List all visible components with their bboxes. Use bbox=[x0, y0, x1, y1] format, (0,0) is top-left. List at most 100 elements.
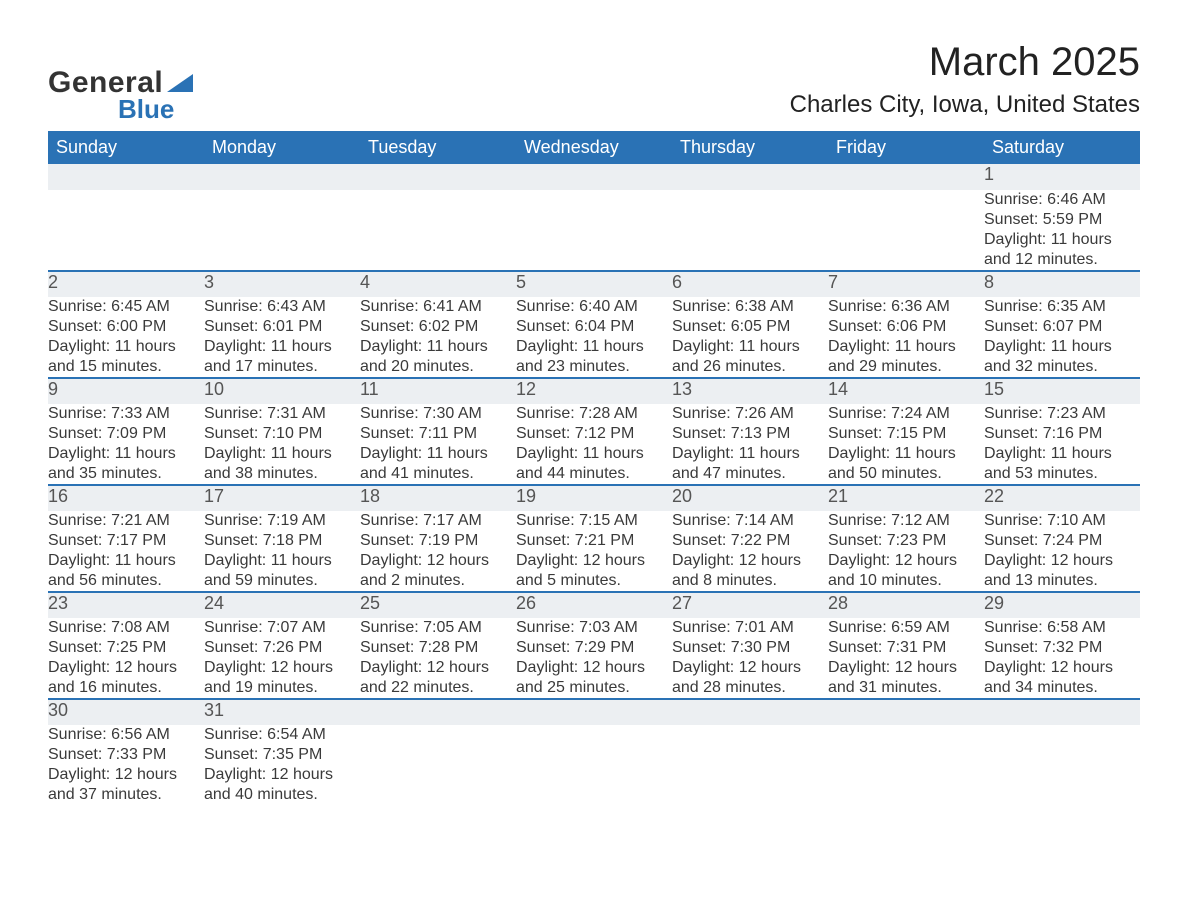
day-number: 22 bbox=[984, 485, 1140, 511]
day-info: Sunrise: 6:41 AMSunset: 6:02 PMDaylight:… bbox=[360, 297, 516, 378]
empty-day-number bbox=[672, 699, 828, 725]
day-number: 30 bbox=[48, 699, 204, 725]
sunset-line: Sunset: 6:05 PM bbox=[672, 318, 790, 335]
day-info: Sunrise: 6:43 AMSunset: 6:01 PMDaylight:… bbox=[204, 297, 360, 378]
empty-day-number bbox=[516, 699, 672, 725]
day-number: 2 bbox=[48, 271, 204, 297]
sunset-line: Sunset: 5:59 PM bbox=[984, 211, 1102, 228]
empty-day-info bbox=[204, 190, 360, 271]
day-info: Sunrise: 6:45 AM Sunset: 6:00 PM Daylight:… bbox=[48, 297, 204, 378]
empty-day-number bbox=[360, 699, 516, 725]
empty-day-number bbox=[672, 164, 828, 190]
day-number: 26 bbox=[516, 592, 672, 618]
sunset-line: Sunset: 6:04 PM bbox=[516, 318, 634, 335]
daylight-line: Daylight: 12 hours and 5 minutes. bbox=[516, 552, 645, 589]
sunset-line: Sunset: 7:22 PM bbox=[672, 532, 790, 549]
sunset-line: Sunset: 7:16 PM bbox=[984, 425, 1102, 442]
sunrise-line: Sunrise: 6:59 AM bbox=[828, 619, 950, 636]
day-info: Sunrise: 7:28 AMSunset: 7:12 PMDaylight:… bbox=[516, 404, 672, 485]
month-title: March 2025 bbox=[790, 40, 1140, 85]
daylight-line: Daylight: 12 hours and 10 minutes. bbox=[828, 552, 957, 589]
day-number: 9 bbox=[48, 378, 204, 404]
weekday-header: Thursday bbox=[672, 131, 828, 164]
day-number: 20 bbox=[672, 485, 828, 511]
week-info-row: Sunrise: 6:46 AMSunset: 5:59 PMDaylight:… bbox=[48, 190, 1140, 271]
day-number: 14 bbox=[828, 378, 984, 404]
sunset-line: Sunset: 7:29 PM bbox=[516, 639, 634, 656]
day-number: 25 bbox=[360, 592, 516, 618]
daylight-line: Daylight: 11 hours and 50 minutes. bbox=[828, 445, 956, 482]
sunset-line: Sunset: 6:01 PM bbox=[204, 318, 322, 335]
header: General Blue March 2025 Charles City, Io… bbox=[48, 40, 1140, 125]
sunset-line: Sunset: 7:30 PM bbox=[672, 639, 790, 656]
sunset-line: Sunset: 7:13 PM bbox=[672, 425, 790, 442]
sunrise-line: Sunrise: 6:43 AM bbox=[204, 298, 326, 315]
week-daynum-row: 16171819202122 bbox=[48, 485, 1140, 511]
sunrise-line: Sunrise: 6:41 AM bbox=[360, 298, 482, 315]
sunrise-line: Sunrise: 7:03 AM bbox=[516, 619, 638, 636]
weekday-header: Friday bbox=[828, 131, 984, 164]
daylight-line: Daylight: 11 hours and 29 minutes. bbox=[828, 338, 956, 375]
empty-day-info bbox=[48, 190, 204, 271]
day-info: Sunrise: 6:46 AMSunset: 5:59 PMDaylight:… bbox=[984, 190, 1140, 271]
daylight-line: Daylight: 11 hours and 53 minutes. bbox=[984, 445, 1112, 482]
week-daynum-row: 9101112131415 bbox=[48, 378, 1140, 404]
empty-day-info bbox=[672, 725, 828, 805]
empty-day-info bbox=[516, 725, 672, 805]
sunset-line: Sunset: 7:15 PM bbox=[828, 425, 946, 442]
day-number: 19 bbox=[516, 485, 672, 511]
empty-day-number bbox=[984, 699, 1140, 725]
day-number: 28 bbox=[828, 592, 984, 618]
day-number: 4 bbox=[360, 271, 516, 297]
day-info: Sunrise: 7:24 AMSunset: 7:15 PMDaylight:… bbox=[828, 404, 984, 485]
daylight-line: Daylight: 11 hours and 32 minutes. bbox=[984, 338, 1112, 375]
daylight-line: Daylight: 11 hours and 15 minutes. bbox=[48, 338, 176, 375]
sunset-line: Sunset: 7:23 PM bbox=[828, 532, 946, 549]
day-number: 29 bbox=[984, 592, 1140, 618]
day-number: 18 bbox=[360, 485, 516, 511]
week-info-row: Sunrise: 7:33 AMSunset: 7:09 PMDaylight:… bbox=[48, 404, 1140, 485]
weekday-header: Saturday bbox=[984, 131, 1140, 164]
daylight-line: Daylight: 11 hours and 38 minutes. bbox=[204, 445, 332, 482]
sunrise-line: Sunrise: 6:56 AM bbox=[48, 726, 170, 743]
day-number: 3 bbox=[204, 271, 360, 297]
sunset-line: Sunset: 6:00 PM bbox=[48, 318, 166, 335]
daylight-line: Daylight: 11 hours and 23 minutes. bbox=[516, 338, 644, 375]
week-daynum-row: 3031 bbox=[48, 699, 1140, 725]
sunrise-line: Sunrise: 7:23 AM bbox=[984, 405, 1106, 422]
day-info: Sunrise: 6:35 AMSunset: 6:07 PMDaylight:… bbox=[984, 297, 1140, 378]
sunrise-line: Sunrise: 6:45 AM bbox=[48, 298, 170, 315]
sunset-line: Sunset: 7:18 PM bbox=[204, 532, 322, 549]
sunrise-line: Sunrise: 6:58 AM bbox=[984, 619, 1106, 636]
sunset-line: Sunset: 7:28 PM bbox=[360, 639, 478, 656]
daylight-line: Daylight: 12 hours and 8 minutes. bbox=[672, 552, 801, 589]
sunrise-line: Sunrise: 7:31 AM bbox=[204, 405, 326, 422]
day-info: Sunrise: 6:40 AMSunset: 6:04 PMDaylight:… bbox=[516, 297, 672, 378]
day-number: 23 bbox=[48, 592, 204, 618]
sunset-line: Sunset: 7:26 PM bbox=[204, 639, 322, 656]
sunset-line: Sunset: 7:17 PM bbox=[48, 532, 166, 549]
daylight-line: Daylight: 12 hours and 13 minutes. bbox=[984, 552, 1113, 589]
daylight-line: Daylight: 12 hours and 16 minutes. bbox=[48, 659, 177, 696]
week-info-row: Sunrise: 7:08 AMSunset: 7:25 PMDaylight:… bbox=[48, 618, 1140, 699]
daylight-line: Daylight: 11 hours and 44 minutes. bbox=[516, 445, 644, 482]
week-daynum-row: 1 bbox=[48, 164, 1140, 190]
daylight-line: Daylight: 11 hours and 59 minutes. bbox=[204, 552, 332, 589]
day-number: 10 bbox=[204, 378, 360, 404]
sunset-line: Sunset: 7:33 PM bbox=[48, 746, 166, 763]
sunset-line: Sunset: 7:35 PM bbox=[204, 746, 322, 763]
daylight-line: Daylight: 12 hours and 34 minutes. bbox=[984, 659, 1113, 696]
logo-triangle-icon bbox=[167, 74, 193, 92]
sunrise-line: Sunrise: 7:30 AM bbox=[360, 405, 482, 422]
sunrise-line: Sunrise: 7:17 AM bbox=[360, 512, 482, 529]
day-info: Sunrise: 6:59 AMSunset: 7:31 PMDaylight:… bbox=[828, 618, 984, 699]
empty-day-number bbox=[828, 699, 984, 725]
daylight-line: Daylight: 11 hours and 47 minutes. bbox=[672, 445, 800, 482]
sunrise-line: Sunrise: 7:19 AM bbox=[204, 512, 326, 529]
day-info: Sunrise: 7:10 AMSunset: 7:24 PMDaylight:… bbox=[984, 511, 1140, 592]
day-info: Sunrise: 7:08 AMSunset: 7:25 PMDaylight:… bbox=[48, 618, 204, 699]
sunset-line: Sunset: 6:02 PM bbox=[360, 318, 478, 335]
daylight-line: Daylight: 12 hours and 28 minutes. bbox=[672, 659, 801, 696]
daylight-line: Daylight: 12 hours and 19 minutes. bbox=[204, 659, 333, 696]
sunrise-line: Sunrise: 7:21 AM bbox=[48, 512, 170, 529]
